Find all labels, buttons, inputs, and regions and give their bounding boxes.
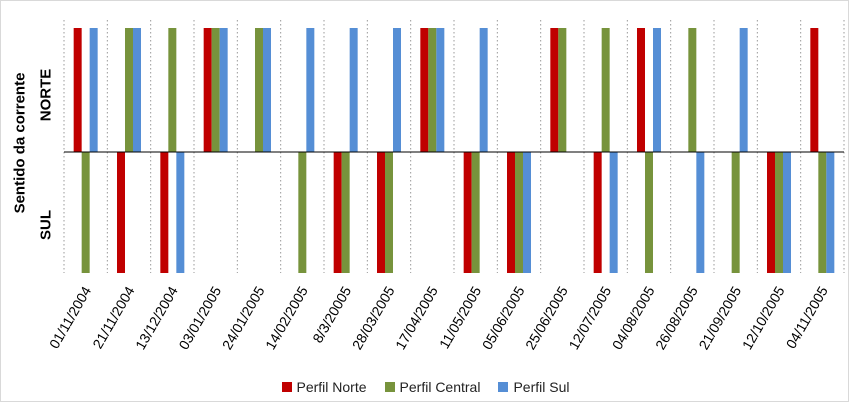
x-tick-label: 04/08/2005 [609, 283, 658, 352]
bar-perfil-central [298, 152, 307, 273]
bar-perfil-central [688, 28, 697, 152]
bar-perfil-norte [810, 28, 819, 152]
bar-perfil-norte [550, 28, 559, 152]
bar-perfil-central [471, 152, 480, 273]
bar-perfil-norte [593, 152, 602, 273]
x-tick-label: 03/01/2005 [175, 283, 224, 352]
legend-label-perfil-sul: Perfil Sul [513, 379, 570, 395]
bar-perfil-sul [826, 152, 835, 273]
x-tick-label: 12/10/2005 [739, 283, 788, 352]
x-tick-label: 01/11/2004 [46, 283, 94, 351]
bar-perfil-norte [203, 28, 212, 152]
bar-perfil-central [775, 152, 783, 273]
bar-perfil-sul [89, 28, 98, 152]
bar-perfil-sul [609, 152, 618, 273]
bar-perfil-norte [637, 28, 645, 152]
bar-perfil-central [515, 152, 523, 273]
legend-item-perfil-norte: Perfil Norte [281, 379, 367, 395]
bar-perfil-central [168, 28, 177, 152]
bar-perfil-norte [463, 152, 472, 273]
x-tick-label: 26/08/2005 [652, 283, 701, 352]
bar-perfil-norte [333, 152, 342, 273]
bar-perfil-sul [479, 28, 488, 152]
legend-label-perfil-central: Perfil Central [399, 379, 481, 395]
bar-perfil-central [645, 152, 653, 273]
x-tick-label: 05/06/2005 [479, 283, 528, 352]
bar-perfil-central [558, 28, 567, 152]
x-tick-label: 24/01/2005 [219, 283, 268, 352]
bar-perfil-sul [176, 152, 185, 273]
bar-perfil-sul [219, 28, 228, 152]
bar-perfil-sul [783, 152, 791, 273]
bar-perfil-central [731, 152, 740, 273]
bar-perfil-sul [436, 28, 445, 152]
bar-perfil-sul [133, 28, 141, 152]
x-tick-label: 12/07/2005 [565, 283, 614, 352]
x-tick-label: 21/11/2004 [89, 283, 137, 351]
bar-perfil-norte [160, 152, 169, 273]
bar-perfil-central [211, 28, 220, 152]
bar-perfil-central [385, 152, 393, 273]
bar-perfil-sul [349, 28, 358, 152]
x-tick-label: 04/11/2005 [783, 283, 831, 351]
bar-perfil-sul [393, 28, 401, 152]
bar-perfil-central [428, 28, 437, 152]
bar-perfil-norte [767, 152, 775, 273]
x-tick-label: 25/06/2005 [522, 283, 571, 352]
bar-perfil-norte [73, 28, 82, 152]
legend-item-perfil-central: Perfil Central [384, 379, 481, 395]
bar-perfil-sul [523, 152, 531, 273]
bar-perfil-central [81, 152, 90, 273]
bar-perfil-sul [696, 152, 705, 273]
legend: Perfil Norte Perfil Central Perfil Sul [0, 379, 851, 395]
bar-perfil-central [125, 28, 133, 152]
legend-swatch-perfil-sul [498, 382, 509, 392]
x-tick-label: 13/12/2004 [132, 283, 181, 352]
bar-perfil-norte [420, 28, 429, 152]
bar-perfil-central [341, 152, 350, 273]
bar-perfil-central [255, 28, 263, 152]
x-tick-label: 14/02/2005 [262, 283, 311, 352]
bar-perfil-sul [263, 28, 271, 152]
bar-perfil-central [818, 152, 827, 273]
legend-item-perfil-sul: Perfil Sul [498, 379, 569, 395]
bar-perfil-sul [739, 28, 748, 152]
x-tick-label: 28/03/2005 [349, 283, 398, 352]
bar-perfil-central [601, 28, 610, 152]
legend-swatch-perfil-norte [281, 382, 292, 392]
x-tick-label: 11/05/2005 [436, 283, 484, 351]
x-tick-label: 8/3/20005 [309, 283, 354, 345]
bar-perfil-norte [117, 152, 125, 273]
legend-swatch-perfil-central [384, 382, 395, 392]
x-tick-label: 21/09/2005 [695, 283, 744, 352]
bar-perfil-sul [653, 28, 661, 152]
legend-label-perfil-norte: Perfil Norte [296, 379, 367, 395]
bar-perfil-norte [507, 152, 515, 273]
bar-perfil-sul [306, 28, 315, 152]
bar-perfil-norte [377, 152, 385, 273]
x-tick-label: 17/04/2005 [392, 283, 441, 352]
